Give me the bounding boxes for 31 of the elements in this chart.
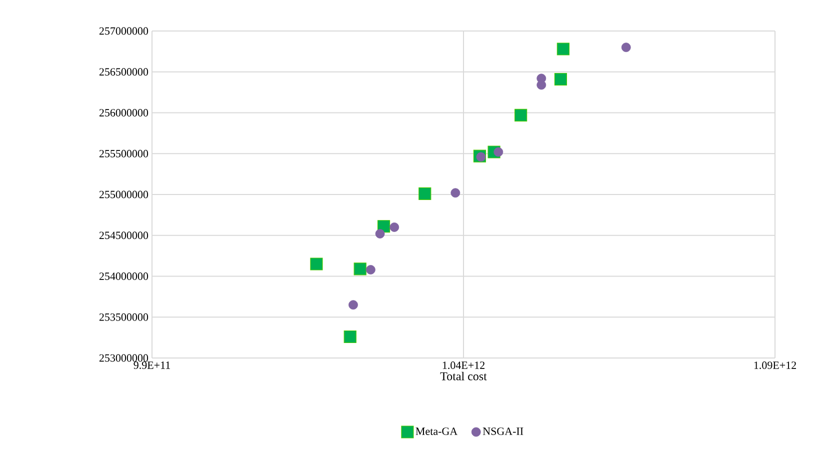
y-tick-label: 254000000 <box>99 272 148 280</box>
point <box>354 262 366 276</box>
point <box>494 147 504 157</box>
point <box>621 42 631 52</box>
y-tick-label: 255500000 <box>99 150 148 158</box>
point <box>344 330 356 344</box>
point <box>310 258 323 270</box>
point <box>556 42 570 56</box>
point <box>375 229 385 238</box>
x-tick-label: 1.04E+12 <box>442 362 484 370</box>
point <box>418 187 432 200</box>
y-tick-label: 254500000 <box>99 232 148 240</box>
y-tick-label: 255000000 <box>99 190 148 198</box>
point <box>390 222 400 232</box>
point <box>348 300 358 310</box>
legend-label: Meta-GA <box>416 428 458 435</box>
point <box>476 152 486 162</box>
point <box>554 72 567 86</box>
x-tick-label: 9.9E+11 <box>134 362 170 369</box>
y-tick-label: 253500000 <box>99 313 148 321</box>
x-tick-label: 1.09E+12 <box>754 362 796 370</box>
legend-label: NSGA-II <box>482 428 524 435</box>
point <box>514 108 528 122</box>
point <box>366 265 376 274</box>
point <box>450 188 460 198</box>
y-tick-label: 253000000 <box>99 354 148 362</box>
y-tick-label: 257000000 <box>99 27 148 35</box>
y-tick-label: 256500000 <box>99 68 148 76</box>
y-tick-label: 256000000 <box>99 109 148 116</box>
point <box>536 80 546 90</box>
x-axis-title: Total cost <box>440 372 487 380</box>
